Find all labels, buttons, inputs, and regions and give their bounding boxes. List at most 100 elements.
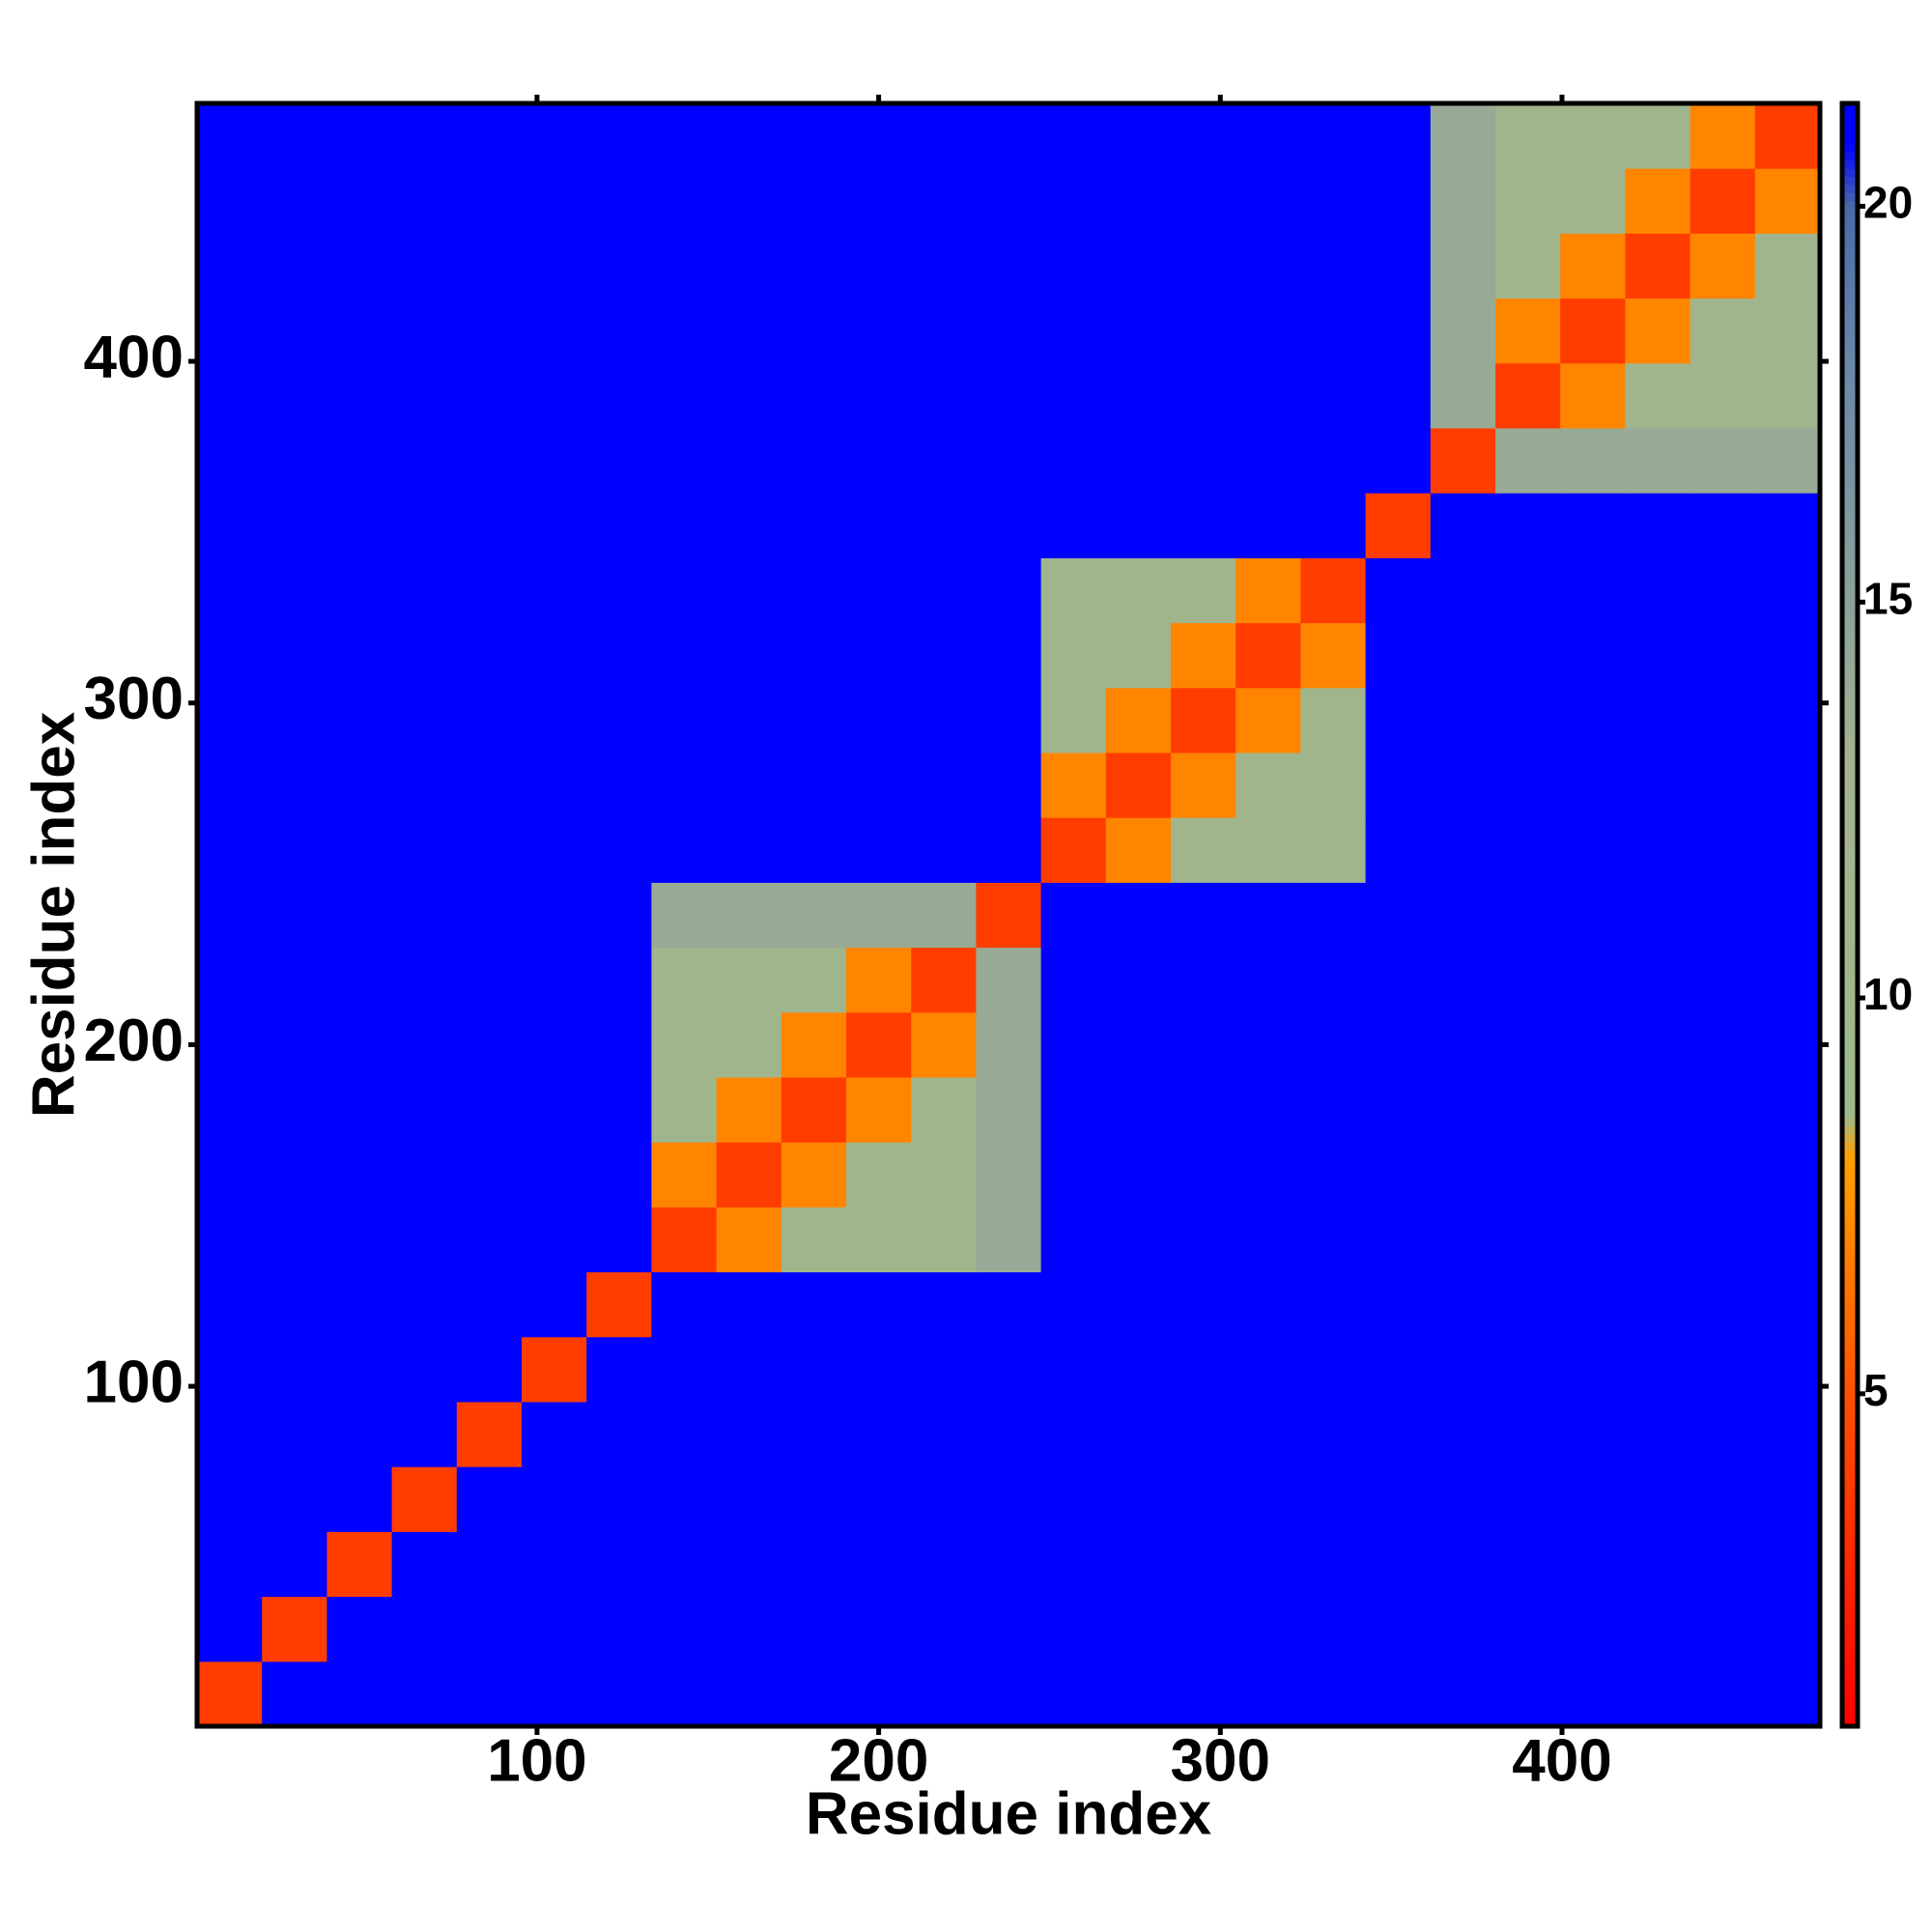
heatmap-cell bbox=[1171, 1466, 1236, 1532]
heatmap-cell bbox=[456, 1011, 523, 1078]
heatmap-cell bbox=[911, 168, 977, 234]
heatmap-cell bbox=[1171, 753, 1236, 818]
heatmap-cell bbox=[781, 882, 847, 949]
heatmap-cell bbox=[1236, 1011, 1301, 1078]
x-tick-label: 100 bbox=[487, 1727, 586, 1794]
heatmap-cell bbox=[1300, 1271, 1367, 1338]
heatmap-cell bbox=[262, 817, 327, 883]
x-axis-label: Residue index bbox=[806, 1780, 1212, 1847]
heatmap-cell bbox=[327, 103, 393, 169]
heatmap-cell bbox=[1625, 882, 1691, 949]
colorbar-segment bbox=[1842, 1474, 1858, 1484]
heatmap-cell bbox=[1690, 1531, 1756, 1598]
heatmap-cell bbox=[1754, 1336, 1821, 1403]
heatmap-cell bbox=[327, 622, 393, 689]
colorbar-segment bbox=[1842, 622, 1858, 632]
heatmap-cell bbox=[1105, 1661, 1172, 1727]
colorbar-segment bbox=[1842, 1555, 1858, 1565]
colorbar-segment bbox=[1842, 760, 1858, 770]
heatmap-cell bbox=[197, 1402, 263, 1467]
heatmap-cell bbox=[1365, 1207, 1432, 1273]
heatmap-cell bbox=[327, 428, 393, 494]
heatmap-cell bbox=[1236, 557, 1301, 624]
heatmap-cell bbox=[1625, 622, 1691, 689]
heatmap-cell bbox=[522, 1336, 587, 1403]
heatmap-cell bbox=[911, 1661, 977, 1727]
colorbar-segment bbox=[1842, 1718, 1858, 1727]
heatmap-cell bbox=[1690, 1466, 1756, 1532]
heatmap-cell bbox=[1171, 168, 1236, 234]
heatmap-cell bbox=[262, 1077, 327, 1143]
heatmap-cell bbox=[262, 622, 327, 689]
colorbar-segment bbox=[1842, 1377, 1858, 1386]
heatmap-cell bbox=[1625, 557, 1691, 624]
heatmap-cell bbox=[456, 817, 523, 883]
colorbar-segment bbox=[1842, 314, 1858, 324]
heatmap-cell bbox=[456, 298, 523, 364]
heatmap-cell bbox=[1040, 1077, 1107, 1143]
heatmap-cell bbox=[1625, 1336, 1691, 1403]
heatmap-cell bbox=[1105, 362, 1172, 429]
heatmap-cell bbox=[716, 1011, 782, 1078]
heatmap-cell bbox=[716, 1402, 782, 1467]
heatmap-cell bbox=[456, 947, 523, 1013]
heatmap-cell bbox=[522, 1077, 587, 1143]
heatmap-cell bbox=[716, 168, 782, 234]
heatmap-cell bbox=[1690, 168, 1756, 234]
heatmap-cell bbox=[456, 557, 523, 624]
heatmap-cell bbox=[1171, 103, 1236, 169]
heatmap-cell bbox=[846, 298, 912, 364]
colorbar-segment bbox=[1842, 1182, 1858, 1192]
colorbar-segment bbox=[1842, 1336, 1858, 1346]
heatmap-cell bbox=[1430, 1011, 1496, 1078]
heatmap-cell bbox=[1754, 103, 1821, 169]
colorbar-segment bbox=[1842, 963, 1858, 973]
heatmap-cell bbox=[1690, 298, 1756, 364]
colorbar-segment bbox=[1842, 1579, 1858, 1589]
colorbar-segment bbox=[1842, 598, 1858, 608]
heatmap-cell bbox=[846, 168, 912, 234]
heatmap-cell bbox=[1690, 1402, 1756, 1467]
heatmap-cell bbox=[586, 1661, 652, 1727]
heatmap-cell bbox=[327, 493, 393, 558]
heatmap-cell bbox=[976, 1596, 1042, 1662]
heatmap-cell bbox=[1560, 622, 1626, 689]
heatmap-cell bbox=[1754, 622, 1821, 689]
heatmap-cell bbox=[1690, 557, 1756, 624]
heatmap-cell bbox=[911, 882, 977, 949]
heatmap-cell bbox=[327, 1466, 393, 1532]
colorbar-segment bbox=[1842, 1118, 1858, 1126]
colorbar-segment bbox=[1842, 1466, 1858, 1476]
colorbar-segment bbox=[1842, 322, 1858, 331]
heatmap-cell bbox=[1105, 882, 1172, 949]
heatmap-cell bbox=[1040, 1596, 1107, 1662]
heatmap-cell bbox=[1236, 428, 1301, 494]
heatmap-cell bbox=[976, 1336, 1042, 1403]
heatmap-cell bbox=[1560, 882, 1626, 949]
heatmap-cell bbox=[1236, 1142, 1301, 1208]
heatmap-cell bbox=[1365, 1271, 1432, 1338]
colorbar-segment bbox=[1842, 1677, 1858, 1687]
heatmap-cell bbox=[976, 947, 1042, 1013]
heatmap-cell bbox=[1300, 362, 1367, 429]
heatmap-cell bbox=[1690, 362, 1756, 429]
heatmap-cell bbox=[976, 103, 1042, 169]
heatmap-cell bbox=[1171, 362, 1236, 429]
heatmap-cell bbox=[1171, 1402, 1236, 1467]
heatmap-cell bbox=[522, 168, 587, 234]
heatmap-cell bbox=[522, 1661, 587, 1727]
heatmap-cell bbox=[1495, 362, 1561, 429]
heatmap-cell bbox=[1105, 947, 1172, 1013]
heatmap-cell bbox=[1105, 1011, 1172, 1078]
colorbar-segment bbox=[1842, 1450, 1858, 1460]
colorbar-segment bbox=[1842, 1011, 1858, 1021]
heatmap-cell bbox=[456, 622, 523, 689]
heatmap-cell bbox=[1430, 362, 1496, 429]
heatmap-cell bbox=[1625, 1207, 1691, 1273]
heatmap-cell bbox=[1430, 622, 1496, 689]
heatmap-cell bbox=[522, 1207, 587, 1273]
colorbar-segment bbox=[1842, 1052, 1858, 1062]
colorbar-segment bbox=[1842, 768, 1858, 778]
heatmap-cell bbox=[391, 168, 458, 234]
colorbar-segment bbox=[1842, 1255, 1858, 1264]
